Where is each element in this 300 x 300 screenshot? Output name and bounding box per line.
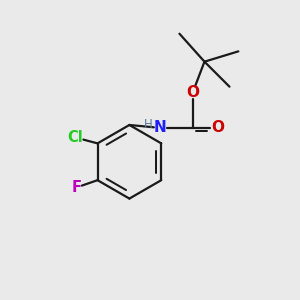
Text: N: N	[154, 120, 167, 135]
Text: O: O	[186, 85, 199, 100]
Text: H: H	[144, 118, 152, 131]
Text: O: O	[211, 120, 224, 135]
Text: F: F	[71, 180, 81, 195]
Text: Cl: Cl	[68, 130, 83, 145]
